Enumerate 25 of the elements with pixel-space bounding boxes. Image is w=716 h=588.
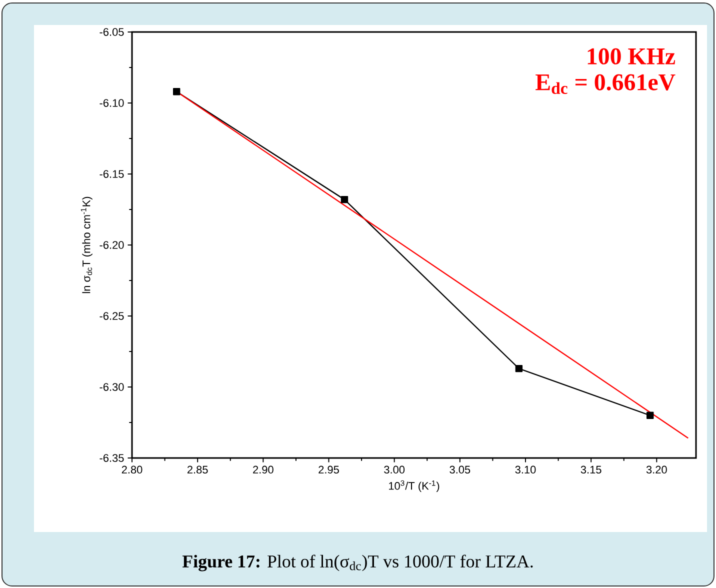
y-tick-label: -6.15 <box>100 170 124 178</box>
y-tick-label: -6.35 <box>100 454 124 462</box>
x-tick-label: 3.05 <box>450 466 470 474</box>
x-tick-label: 3.00 <box>384 466 405 474</box>
x-tick-label: 2.85 <box>187 466 208 474</box>
x-tick-label: 3.20 <box>646 466 667 474</box>
x-axis-title: 10$^{3}$/T (K$^{-1}$) <box>389 480 440 492</box>
point <box>173 88 180 96</box>
annotation: 100 KHz <box>588 48 676 64</box>
x-tick-label: 2.80 <box>122 466 142 474</box>
x-tick-label: 2.90 <box>253 466 274 474</box>
x-tick-label: 3.15 <box>580 466 602 474</box>
x-tick-label: 3.10 <box>515 466 536 474</box>
point <box>646 412 654 419</box>
y-tick-label: -6.20 <box>100 241 124 249</box>
y-tick-label: -6.25 <box>100 312 124 320</box>
point <box>340 196 348 204</box>
point <box>515 364 523 372</box>
y-axis-title: ln σ$_{dc}$T (mho cm$^{-1}$K) <box>80 196 92 294</box>
annotation: E$_{dc}$ = 0.661eV <box>536 74 676 94</box>
y-tick-label: -6.30 <box>100 383 124 391</box>
text: Figure 17: Plot of ln(σ$_{dc}$)T vs 1000/T for LTZA. <box>182 554 533 572</box>
x-tick-label: 2.95 <box>318 466 339 474</box>
y-tick-label: -6.05 <box>100 28 124 36</box>
y-tick-label: -6.10 <box>100 99 124 107</box>
